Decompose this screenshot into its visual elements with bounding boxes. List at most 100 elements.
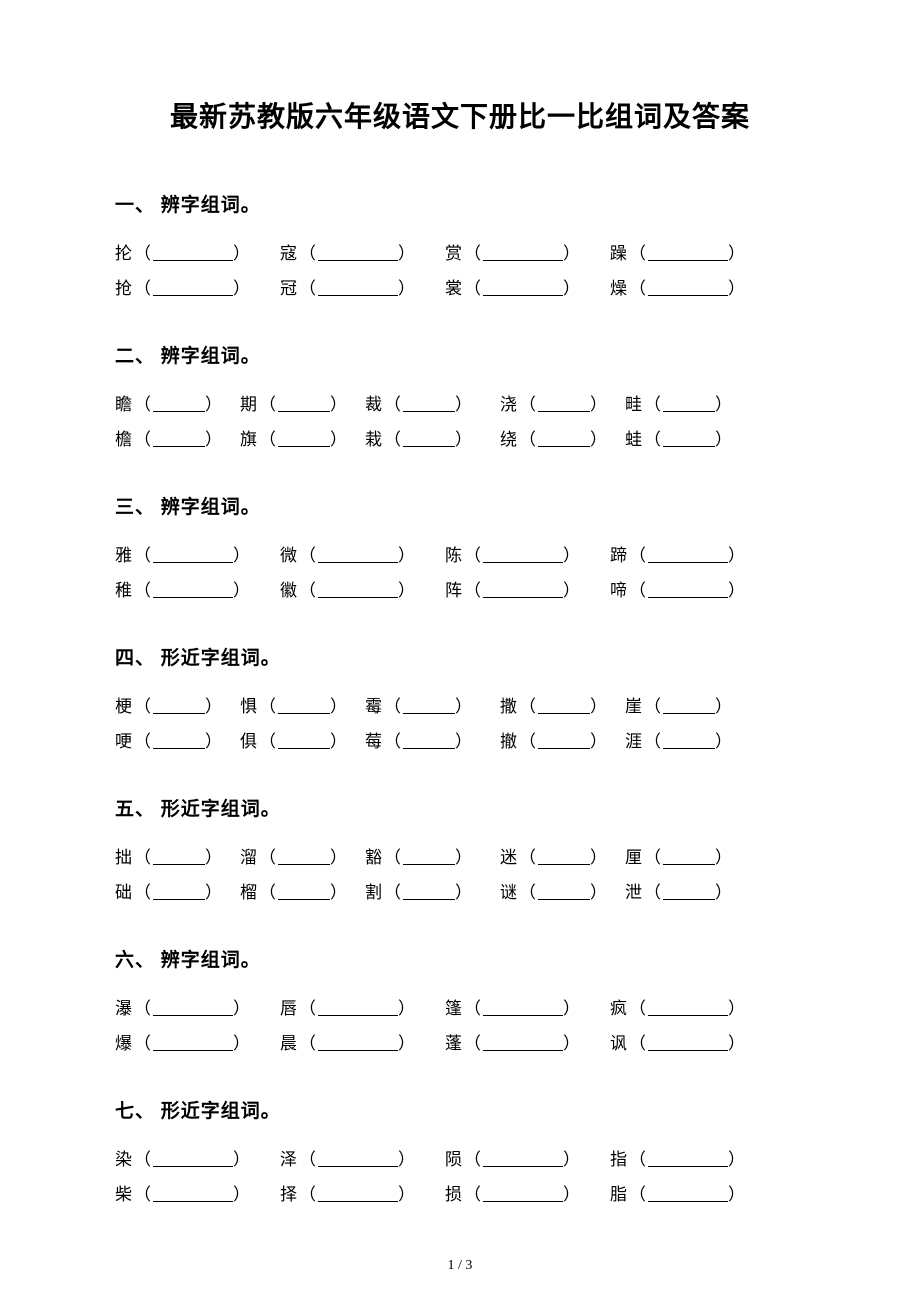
blank-line [648,1153,728,1167]
open-paren: （ [299,1150,318,1169]
character: 爆 [115,1034,134,1053]
open-paren: （ [629,1150,648,1169]
blank-line [318,1153,398,1167]
close-paren: ） [590,430,609,449]
close-paren: ） [455,732,474,751]
open-paren: （ [629,999,648,1018]
character: 躁 [610,244,629,263]
close-paren: ） [330,697,349,716]
close-paren: ） [728,1185,747,1204]
blank-line [538,735,590,749]
close-paren: ） [233,1150,252,1169]
blank-line [403,398,455,412]
character: 惧 [240,697,259,716]
close-paren: ） [590,395,609,414]
close-paren: ） [728,581,747,600]
open-paren: （ [464,999,483,1018]
blank-line [153,1188,233,1202]
blank-line [153,433,205,447]
open-paren: （ [134,1185,153,1204]
close-paren: ） [590,883,609,902]
blank-line [538,886,590,900]
close-paren: ） [715,697,734,716]
exercise-row: 瞻（）期（）裁（）浇（）畦（） [115,390,805,415]
character: 燥 [610,279,629,298]
open-paren: （ [134,732,153,751]
exercise-section: 一、 辨字组词。抡（）寇（）赏（）躁（）抢（）冠（）裳（）燥（） [115,190,805,299]
blank-line [648,282,728,296]
section-heading: 一、 辨字组词。 [115,190,805,217]
blank-line [278,398,330,412]
close-paren: ） [590,732,609,751]
open-paren: （ [134,430,153,449]
character: 割 [365,883,384,902]
open-paren: （ [259,732,278,751]
blank-line [483,1037,563,1051]
character: 莓 [365,732,384,751]
close-paren: ） [563,999,582,1018]
close-paren: ） [715,430,734,449]
close-paren: ） [233,244,252,263]
character: 畦 [625,395,644,414]
blank-line [318,549,398,563]
close-paren: ） [715,732,734,751]
character: 择 [280,1185,299,1204]
exercise-row: 爆（）晨（）蓬（）讽（） [115,1029,805,1054]
open-paren: （ [629,546,648,565]
open-paren: （ [259,697,278,716]
close-paren: ） [455,430,474,449]
close-paren: ） [398,546,417,565]
exercise-section: 五、 形近字组词。拙（）溜（）豁（）迷（）厘（）础（）榴（）割（）谜（）泄（） [115,794,805,903]
open-paren: （ [629,1034,648,1053]
open-paren: （ [464,581,483,600]
open-paren: （ [134,279,153,298]
blank-line [278,886,330,900]
open-paren: （ [644,848,663,867]
character: 涯 [625,732,644,751]
open-paren: （ [644,883,663,902]
character: 谜 [500,883,519,902]
open-paren: （ [464,546,483,565]
close-paren: ） [455,848,474,867]
exercise-row: 哽（）俱（）莓（）撤（）涯（） [115,727,805,752]
open-paren: （ [629,581,648,600]
open-paren: （ [384,848,403,867]
character: 哽 [115,732,134,751]
blank-line [318,584,398,598]
blank-line [153,1153,233,1167]
blank-line [663,433,715,447]
open-paren: （ [629,1185,648,1204]
open-paren: （ [134,244,153,263]
blank-line [648,1002,728,1016]
character: 陈 [445,546,464,565]
open-paren: （ [464,1034,483,1053]
close-paren: ） [563,546,582,565]
open-paren: （ [134,395,153,414]
blank-line [153,247,233,261]
character: 讽 [610,1034,629,1053]
character: 稚 [115,581,134,600]
exercise-row: 柴（）择（）损（）脂（） [115,1180,805,1205]
open-paren: （ [464,1185,483,1204]
exercise-section: 四、 形近字组词。梗（）惧（）霉（）撒（）崖（）哽（）俱（）莓（）撤（）涯（） [115,643,805,752]
open-paren: （ [299,581,318,600]
open-paren: （ [384,697,403,716]
open-paren: （ [134,848,153,867]
open-paren: （ [519,395,538,414]
close-paren: ） [205,395,224,414]
exercise-row: 檐（）旗（）栽（）绕（）蛙（） [115,425,805,450]
character: 泽 [280,1150,299,1169]
character: 唇 [280,999,299,1018]
page-number: 1 / 3 [0,1258,920,1274]
blank-line [403,886,455,900]
blank-line [663,398,715,412]
blank-line [318,282,398,296]
character: 撒 [500,697,519,716]
open-paren: （ [299,1034,318,1053]
character: 溜 [240,848,259,867]
character: 疯 [610,999,629,1018]
character: 柴 [115,1185,134,1204]
character: 阵 [445,581,464,600]
character: 浇 [500,395,519,414]
close-paren: ） [330,883,349,902]
